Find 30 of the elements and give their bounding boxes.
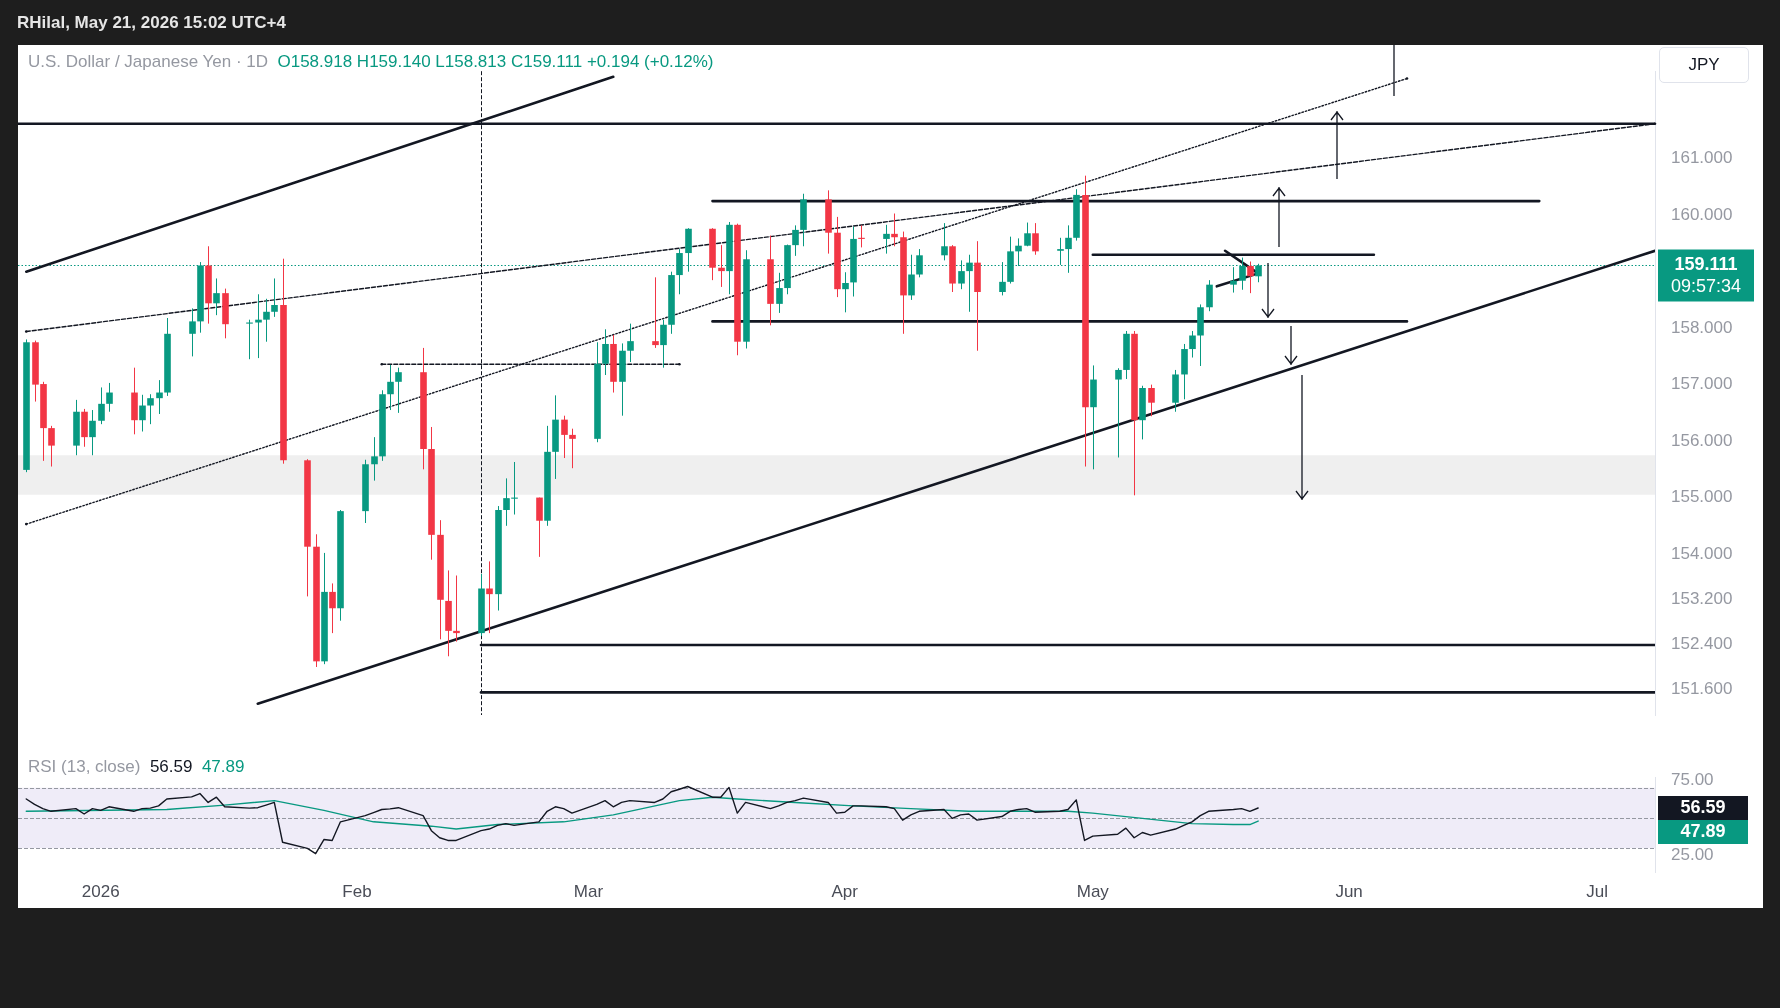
y-tick-label: 151.600 xyxy=(1671,679,1733,699)
y-tick-label: 155.000 xyxy=(1671,487,1733,507)
x-tick-label: Jul xyxy=(1586,881,1608,901)
y-tick-label: 153.200 xyxy=(1671,588,1733,608)
x-tick-label: May xyxy=(1076,881,1110,901)
y-tick-label: 75.00 xyxy=(1671,770,1714,790)
x-tick-label: Feb xyxy=(342,881,372,901)
x-tick-label: Apr xyxy=(831,881,859,901)
y-tick-label: 158.000 xyxy=(1671,317,1733,337)
y-tick-label: 156.000 xyxy=(1671,430,1733,450)
chart-title: U.S. Dollar / Japanese Yen · 1D xyxy=(28,52,269,71)
x-tick-label: 2026 xyxy=(81,881,120,901)
text: 56.59 xyxy=(148,757,193,776)
text: 47.89 xyxy=(200,757,245,776)
chart-title: RSI (13, close) xyxy=(28,757,141,776)
x-tick-label: Mar xyxy=(573,881,604,901)
chart-subtitle: O158.918 H159.140 L158.813 C159.111 +0.194 (+0.12%) xyxy=(276,52,714,71)
text: JPY xyxy=(1659,47,1749,83)
text: RHilal, May 21, 2026 15:02 UTC+4 xyxy=(17,13,286,33)
y-tick-label: 157.000 xyxy=(1671,374,1733,394)
y-tick-label: 160.000 xyxy=(1671,204,1733,224)
y-tick-label: 25.00 xyxy=(1671,845,1714,865)
text: 47.89 xyxy=(1680,820,1726,841)
text: 09:57:34 xyxy=(1670,276,1742,297)
text: 56.59 xyxy=(1680,796,1726,817)
y-tick-label: 161.000 xyxy=(1671,148,1733,168)
y-tick-label: 152.400 xyxy=(1671,634,1733,654)
y-tick-label: 154.000 xyxy=(1671,543,1733,563)
x-tick-label: Jun xyxy=(1335,881,1363,901)
ref-line-label: 159.111 xyxy=(1674,254,1738,275)
